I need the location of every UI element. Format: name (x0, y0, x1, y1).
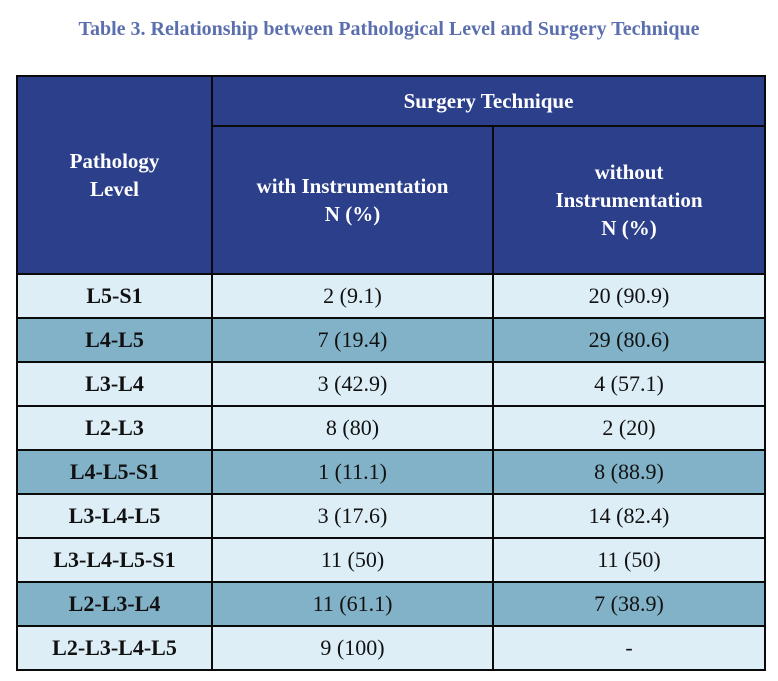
row-with-instrumentation-cell: 8 (80) (211, 405, 494, 451)
table-row: L3-L4 3 (42.9) 4 (57.1) (16, 361, 767, 407)
table-caption: Table 3. Relationship between Pathologic… (78, 18, 700, 40)
header-with-instrumentation-line2: N (%) (324, 202, 381, 226)
row-without-instrumentation-cell: 2 (20) (491, 405, 767, 451)
row-level-cell: L5-S1 (16, 273, 213, 319)
row-with-instrumentation-cell: 1 (11.1) (211, 449, 494, 495)
header-with-instrumentation-line1: with Instrumentation (256, 174, 449, 198)
row-without-instrumentation-cell: 8 (88.9) (491, 449, 767, 495)
header-without-instrumentation-line3: N (%) (601, 216, 657, 240)
header-surgery-technique: Surgery Technique (210, 75, 767, 127)
row-level-cell: L2-L3-L4 (16, 581, 213, 627)
row-without-instrumentation-cell: 14 (82.4) (491, 493, 767, 539)
header-pathology-level-line1: Pathology (69, 149, 160, 173)
row-with-instrumentation-cell: 2 (9.1) (211, 273, 494, 319)
header-without-instrumentation-line2: Instrumentation (555, 188, 703, 212)
row-level-cell: L3-L4-L5-S1 (16, 537, 213, 583)
table-row: L5-S1 2 (9.1) 20 (90.9) (16, 273, 767, 319)
row-level-cell: L2-L3 (16, 405, 213, 451)
row-with-instrumentation-cell: 9 (100) (211, 625, 494, 671)
row-without-instrumentation-cell: 29 (80.6) (491, 317, 767, 363)
table-body: L5-S1 2 (9.1) 20 (90.9) L4-L5 7 (19.4) 29 (80… (16, 273, 767, 671)
row-with-instrumentation-cell: 3 (42.9) (211, 361, 494, 407)
row-level-cell: L4-L5-S1 (16, 449, 213, 495)
header-pathology-level: Pathology Level (16, 75, 213, 275)
table-row: L2-L3-L4 11 (61.1) 7 (38.9) (16, 581, 767, 627)
row-level-cell: L3-L4-L5 (16, 493, 213, 539)
row-with-instrumentation-cell: 11 (50) (211, 537, 494, 583)
table-row: L2-L3-L4-L5 9 (100) - (16, 625, 767, 671)
table-row: L4-L5 7 (19.4) 29 (80.6) (16, 317, 767, 363)
row-level-cell: L4-L5 (16, 317, 213, 363)
table-row: L4-L5-S1 1 (11.1) 8 (88.9) (16, 449, 767, 495)
row-without-instrumentation-cell: 7 (38.9) (491, 581, 767, 627)
row-level-cell: L3-L4 (16, 361, 213, 407)
pathology-surgery-table: Pathology Level Surgery Technique with I… (16, 75, 767, 671)
header-without-instrumentation-line1: without (594, 160, 664, 184)
row-with-instrumentation-cell: 11 (61.1) (211, 581, 494, 627)
table-row: L2-L3 8 (80) 2 (20) (16, 405, 767, 451)
row-without-instrumentation-cell: 4 (57.1) (491, 361, 767, 407)
table-row: L3-L4-L5 3 (17.6) 14 (82.4) (16, 493, 767, 539)
row-without-instrumentation-cell: 20 (90.9) (491, 273, 767, 319)
header-without-instrumentation: without Instrumentation N (%) (491, 125, 767, 275)
row-level-cell: L2-L3-L4-L5 (16, 625, 213, 671)
row-without-instrumentation-cell: - (491, 625, 767, 671)
row-with-instrumentation-cell: 3 (17.6) (211, 493, 494, 539)
row-without-instrumentation-cell: 11 (50) (491, 537, 767, 583)
header-pathology-level-line2: Level (90, 177, 139, 201)
header-with-instrumentation: with Instrumentation N (%) (211, 125, 494, 275)
row-with-instrumentation-cell: 7 (19.4) (211, 317, 494, 363)
table-row: L3-L4-L5-S1 11 (50) 11 (50) (16, 537, 767, 583)
